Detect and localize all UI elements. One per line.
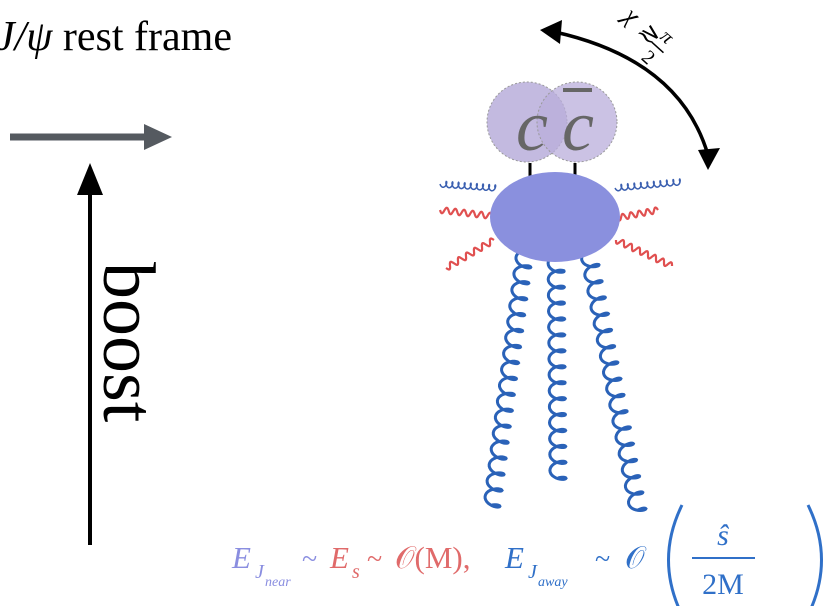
formula-order: 𝒪(M),: [395, 540, 471, 575]
gluon: [485, 250, 531, 507]
diagram: J/ψ rest frame boost χ ≳ π 2 c c E J nea…: [0, 0, 835, 606]
title-text: rest frame: [63, 14, 232, 60]
direction-arrowhead: [144, 124, 172, 150]
boost-label: boost: [87, 262, 169, 423]
photon: [616, 240, 672, 266]
gluon: [582, 250, 646, 511]
boost-arrowhead: [77, 163, 103, 195]
formula-subsub: away: [538, 575, 568, 590]
formula: E J near ~ E s ~ 𝒪(M), E J away ~ 𝒪 ŝ 2M: [231, 505, 822, 606]
formula-sub: J: [255, 561, 265, 583]
formula-sub: J: [528, 561, 538, 583]
photon: [440, 208, 492, 218]
angle-arrowhead: [540, 20, 562, 44]
title: J/ψ rest frame: [0, 14, 232, 60]
gluon: [548, 255, 566, 479]
title-symbol: J/ψ: [0, 14, 53, 60]
formula-relation: ~: [595, 544, 610, 575]
quark-label: c: [516, 86, 548, 166]
hard-blob: [490, 172, 620, 262]
paren: [669, 505, 683, 606]
formula-numerator: ŝ: [717, 519, 729, 552]
angle-arrowhead: [698, 148, 720, 170]
paren: [808, 505, 822, 606]
antiquark-label: c: [562, 86, 594, 166]
formula-order: 𝒪: [625, 540, 647, 575]
formula-symbol: E: [504, 540, 524, 575]
gluon: [440, 182, 496, 191]
formula-sub: s: [352, 561, 360, 583]
photon: [446, 239, 494, 270]
gluon: [615, 179, 680, 191]
formula-symbol: E: [231, 540, 251, 575]
formula-symbol: E: [329, 540, 349, 575]
formula-subsub: near: [265, 575, 291, 590]
formula-relation: ~: [367, 544, 382, 575]
formula-relation: ~: [302, 544, 317, 575]
angle-label: χ ≳ π 2: [604, 0, 680, 71]
formula-denominator: 2M: [702, 568, 744, 601]
photon: [617, 208, 658, 221]
